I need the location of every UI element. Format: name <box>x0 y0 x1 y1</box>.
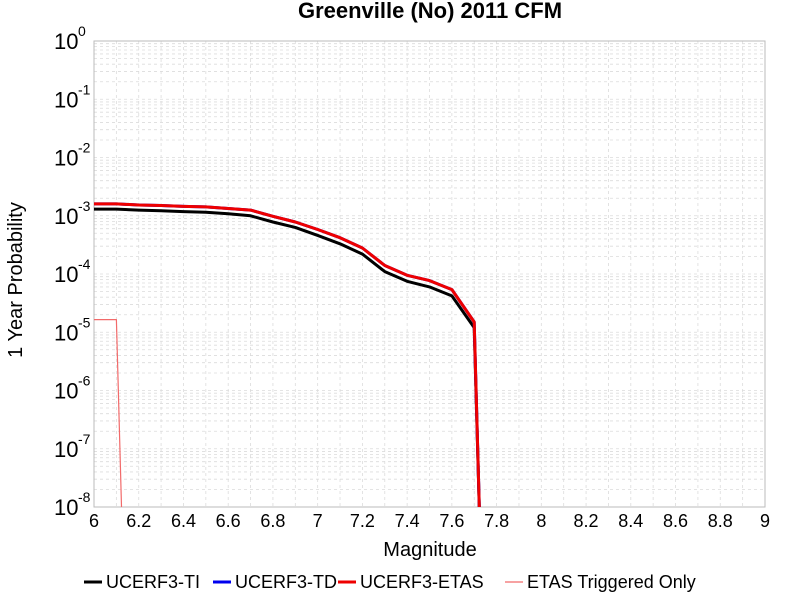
x-axis-label: Magnitude <box>383 539 476 561</box>
legend-item: UCERF3-TI <box>84 572 200 592</box>
y-tick-base: 10 <box>54 262 78 287</box>
y-tick-exponent: -5 <box>78 314 91 330</box>
y-tick-label: 10 -2 <box>54 140 91 171</box>
y-tick-exponent: -6 <box>78 373 91 389</box>
x-axis-ticks: 6 6.2 6.4 6.6 6.8 7 7.2 7.4 7.6 7.8 8 8.2 8.4 8.6 8.8 9 <box>89 511 770 531</box>
x-tick-label: 7 <box>313 511 323 531</box>
y-tick-exponent: 0 <box>78 23 86 39</box>
series-line-ucerf3-ti <box>94 207 481 507</box>
x-tick-label: 8.6 <box>663 511 688 531</box>
y-tick-exponent: -7 <box>78 431 91 447</box>
x-tick-label: 6 <box>89 511 99 531</box>
x-tick-label: 7.4 <box>395 511 420 531</box>
x-tick-label: 8.2 <box>574 511 599 531</box>
legend-item: UCERF3-ETAS <box>338 572 484 592</box>
y-tick-exponent: -4 <box>78 256 91 272</box>
y-axis-label: 1 Year Probability <box>5 202 27 358</box>
y-tick-label: 10 -1 <box>54 81 91 112</box>
x-tick-label: 7.2 <box>350 511 375 531</box>
legend-item: UCERF3-TD <box>213 572 337 592</box>
y-tick-label: 10 -5 <box>54 314 91 345</box>
legend: UCERF3-TI UCERF3-TD UCERF3-ETAS ETAS Trigge… <box>84 572 696 592</box>
legend-label: UCERF3-TI <box>106 572 200 592</box>
y-tick-label: 10 -8 <box>54 489 91 520</box>
y-tick-label: 10 -3 <box>54 198 91 229</box>
y-tick-base: 10 <box>54 320 78 345</box>
y-tick-exponent: -1 <box>78 81 91 97</box>
x-tick-label: 6.2 <box>126 511 151 531</box>
y-tick-label: 10 -4 <box>54 256 91 287</box>
x-tick-label: 9 <box>760 511 770 531</box>
y-tick-label: 10 -6 <box>54 373 91 404</box>
x-tick-label: 8 <box>536 511 546 531</box>
legend-label: UCERF3-ETAS <box>360 572 484 592</box>
series-line-ucerf3-etas <box>94 202 481 507</box>
y-tick-exponent: -3 <box>78 198 91 214</box>
y-tick-base: 10 <box>54 204 78 229</box>
legend-label: UCERF3-TD <box>235 572 337 592</box>
x-tick-label: 7.8 <box>484 511 509 531</box>
y-tick-label: 10 0 <box>54 23 86 54</box>
y-tick-base: 10 <box>54 437 78 462</box>
x-tick-label: 6.8 <box>260 511 285 531</box>
y-tick-exponent: -8 <box>78 489 91 505</box>
series-line-ucerf3-td <box>94 202 481 507</box>
x-tick-label: 8.4 <box>618 511 643 531</box>
plot-area <box>93 40 766 508</box>
series-line-etas-triggered-only <box>94 319 123 507</box>
legend-item: ETAS Triggered Only <box>505 572 696 592</box>
x-tick-label: 6.6 <box>216 511 241 531</box>
y-tick-base: 10 <box>54 87 78 112</box>
y-tick-base: 10 <box>54 146 78 171</box>
chart-title: Greenville (No) 2011 CFM <box>298 0 562 23</box>
y-tick-base: 10 <box>54 495 78 520</box>
x-tick-label: 7.6 <box>439 511 464 531</box>
y-tick-base: 10 <box>54 29 78 54</box>
x-tick-label: 6.4 <box>171 511 196 531</box>
y-tick-exponent: -2 <box>78 140 91 156</box>
grid <box>93 41 766 508</box>
legend-label: ETAS Triggered Only <box>527 572 696 592</box>
y-tick-label: 10 -7 <box>54 431 91 462</box>
y-tick-base: 10 <box>54 379 78 404</box>
series-layer <box>94 202 481 507</box>
x-tick-label: 8.8 <box>708 511 733 531</box>
